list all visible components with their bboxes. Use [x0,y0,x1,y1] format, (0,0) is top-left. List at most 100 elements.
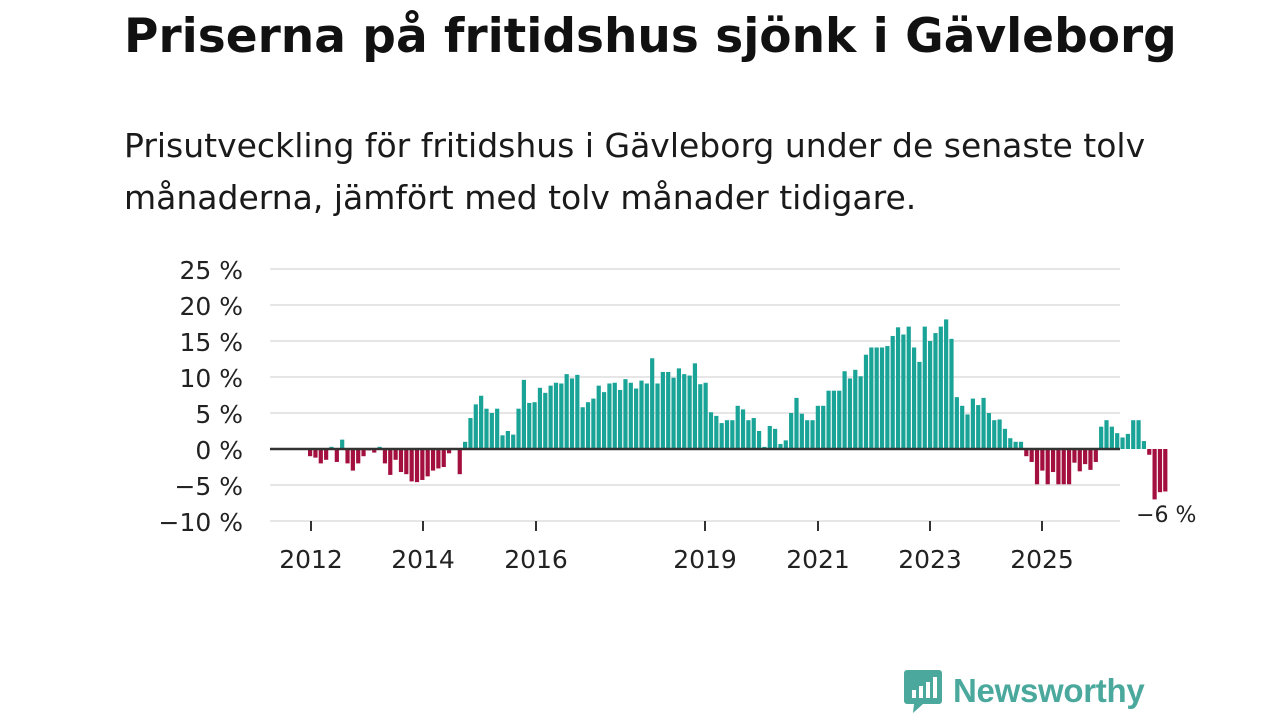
bar [954,397,959,449]
bar [949,338,954,449]
bar [414,449,420,483]
bar [527,402,532,449]
x-tick-label: 2023 [898,545,962,574]
bar [666,371,671,449]
bar [564,374,569,449]
y-tick-label: 10 % [179,364,243,393]
bar [660,371,665,449]
bar [1040,449,1045,471]
bar [644,383,649,449]
bar [1115,433,1120,449]
bar [874,347,879,449]
bar [879,347,885,449]
bar [1104,420,1109,449]
bar [1157,449,1163,493]
bar [1034,449,1040,485]
bar [655,383,660,449]
bar [692,363,698,449]
bar [1093,449,1098,462]
bar [858,376,863,449]
bar [495,408,500,449]
x-tick-label: 2016 [504,545,568,574]
bar [842,371,847,449]
bar [1141,441,1147,449]
bar [324,449,329,460]
bar [837,390,842,449]
x-tick-label: 2019 [673,545,737,574]
y-tick-label: −10 % [159,508,243,537]
y-tick-label: 5 % [195,400,243,429]
bar [1045,449,1050,485]
bar [960,405,965,449]
bar [345,449,350,464]
bar [687,375,692,449]
bar [997,419,1002,449]
y-tick-label: −5 % [174,472,243,501]
bar [505,431,510,449]
bar [596,385,601,449]
y-tick-label: 25 % [179,256,243,285]
chart-subtitle: Prisutveckling för fritidshus i Gävlebor… [124,126,1146,217]
bar [1029,449,1034,462]
bar [676,368,682,449]
bar [425,449,430,477]
bar [569,378,575,449]
newsworthy-logo: Newsworthy [903,668,1145,714]
bar [618,389,623,449]
bar [548,385,553,449]
bar [821,405,826,449]
bar [751,418,756,449]
bar [1136,420,1141,449]
bar [708,412,714,449]
bar [986,413,992,449]
bar [917,361,922,449]
bar [591,398,596,449]
bar [318,449,323,464]
bar [981,397,986,449]
bar [479,395,484,449]
bar [805,420,810,449]
bar [1061,449,1066,485]
bar [580,407,585,449]
bar [703,382,708,449]
bar [382,449,388,464]
bar [789,413,794,449]
bar [1120,437,1125,449]
bar [1099,426,1104,449]
bar [799,413,804,449]
bar [575,374,580,449]
bar [740,409,746,449]
bar [976,405,981,449]
newsworthy-logo-icon [904,670,942,713]
bar [901,334,906,449]
bar [719,423,724,449]
annotation-label: −6 % [1136,503,1196,528]
y-tick-label: 15 % [179,328,243,357]
y-tick-label: 20 % [179,292,243,321]
bar [1131,420,1136,449]
bar [430,449,436,471]
bar [938,326,943,449]
bar [1152,449,1157,500]
bar [441,449,446,467]
bar [773,428,778,449]
bar [847,378,853,449]
bar [489,413,494,449]
bar [853,369,858,449]
bar [815,405,820,449]
bar [1056,449,1061,485]
bar [1088,449,1093,470]
x-tick-label: 2012 [279,545,343,574]
bar [623,379,628,449]
bar [350,449,355,471]
bar [885,346,890,449]
bar [553,382,559,449]
bar [585,402,591,449]
bar [756,431,762,449]
y-tick-label: 0 % [195,436,243,465]
bar [409,449,414,482]
bar [463,441,468,449]
bar [1008,438,1013,449]
bar [601,392,607,449]
